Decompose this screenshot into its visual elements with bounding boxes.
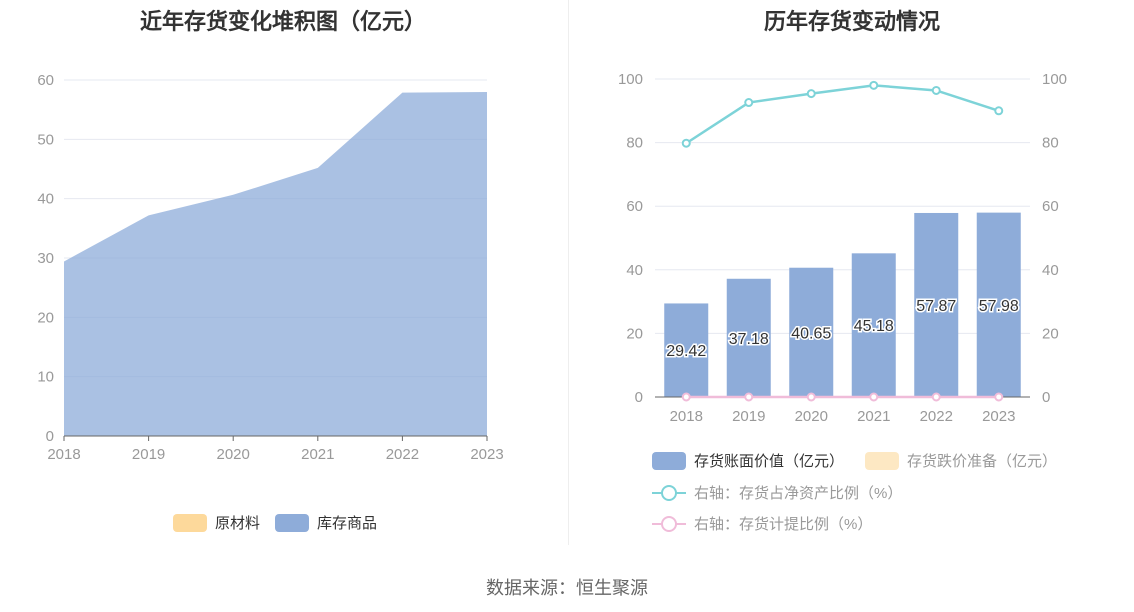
inventory-stacked-area-chart: 近年存货变化堆积图（亿元） 0 10 20 30 40 50 60 2018 2019 2020 2… (0, 0, 566, 545)
legend-marker-net-asset-ratio (652, 484, 686, 502)
line-point-0 (931, 85, 941, 95)
y-tick-label: 10 (37, 369, 54, 386)
line-point-0 (681, 138, 691, 148)
x-tick-label: 2018 (47, 446, 80, 463)
legend-label-impairment: 存货跌价准备（亿元） (907, 453, 1058, 470)
y-right-tick-label: 80 (1042, 135, 1059, 152)
y-tick-label: 50 (37, 131, 54, 148)
inventory-change-chart: 历年存货变动情况 0 0 20 20 40 40 60 60 80 80 100 100 2018 201… (570, 0, 1134, 545)
legend-swatch-raw-materials (173, 513, 207, 532)
line-point-0 (806, 89, 816, 99)
legend-label-raw-materials: 原材料 (215, 515, 261, 532)
bar-data-label: 40.65 (791, 325, 831, 342)
left-chart-plot: 0 10 20 30 40 50 60 2018 2019 2020 2021 2022 2023 (37, 72, 503, 463)
x-tick-label: 2023 (982, 408, 1015, 425)
right-chart-title: 历年存货变动情况 (763, 9, 940, 34)
y-tick-label: 20 (37, 309, 54, 326)
legend-item-impairment[interactable]: 存货跌价准备（亿元） (865, 450, 1057, 471)
area-series-1 (64, 91, 487, 436)
bar-book-value (976, 212, 1021, 397)
legend-item-book-value[interactable]: 存货账面价值（亿元） (652, 450, 844, 471)
x-tick-label: 2021 (301, 446, 334, 463)
line-point-0 (994, 106, 1004, 116)
bar-book-value (851, 253, 896, 397)
y-right-tick-label: 40 (1042, 262, 1059, 279)
legend-item-finished-goods[interactable]: 库存商品 (275, 512, 377, 533)
y-tick-label: 40 (37, 191, 54, 208)
x-tick-label: 2022 (920, 408, 953, 425)
bar-book-value (914, 212, 959, 397)
line-point-0 (744, 98, 754, 108)
x-tick-label: 2020 (217, 446, 250, 463)
bar-data-label: 57.87 (916, 298, 956, 315)
line-series-0 (685, 84, 1000, 145)
y-right-tick-label: 100 (1042, 71, 1067, 88)
y-left-tick-label: 80 (626, 135, 643, 152)
x-tick-label: 2018 (670, 408, 703, 425)
left-chart-title: 近年存货变化堆积图（亿元） (139, 9, 426, 34)
bar-book-value (789, 267, 834, 397)
legend-swatch-finished-goods (275, 513, 309, 532)
line-point-1 (994, 392, 1004, 402)
y-tick-label: 60 (37, 72, 54, 89)
y-left-tick-label: 40 (626, 262, 643, 279)
x-tick-label: 2019 (132, 446, 165, 463)
x-tick-label: 2020 (795, 408, 828, 425)
y-left-tick-label: 100 (618, 71, 643, 88)
bar-book-value (664, 303, 709, 397)
data-source-note: 数据来源：恒生聚源 (486, 578, 648, 598)
bar-data-label: 29.42 (666, 343, 706, 360)
line-point-0 (869, 80, 879, 90)
legend-label-net-asset-ratio: 右轴：存货占净资产比例（%） (694, 485, 903, 502)
y-right-tick-label: 0 (1042, 389, 1050, 406)
bar-book-value (726, 278, 771, 397)
y-right-tick-label: 60 (1042, 198, 1059, 215)
y-left-tick-label: 20 (626, 325, 643, 342)
bar-data-label: 45.18 (854, 318, 894, 335)
x-tick-label: 2019 (732, 408, 765, 425)
legend-swatch-book-value (652, 451, 686, 470)
line-point-1 (806, 392, 816, 402)
legend-item-raw-materials[interactable]: 原材料 (173, 512, 260, 533)
y-tick-label: 30 (37, 250, 54, 267)
legend-label-provision-ratio: 右轴：存货计提比例（%） (694, 516, 873, 533)
line-point-1 (744, 392, 754, 402)
x-tick-label: 2022 (386, 446, 419, 463)
legend-swatch-impairment (865, 451, 899, 470)
y-left-tick-label: 0 (635, 389, 643, 406)
legend-item-provision-ratio[interactable]: 右轴：存货计提比例（%） (652, 513, 872, 534)
x-tick-label: 2021 (857, 408, 890, 425)
legend-label-finished-goods: 库存商品 (317, 515, 378, 532)
line-point-1 (869, 392, 879, 402)
y-right-tick-label: 20 (1042, 325, 1059, 342)
y-tick-label: 0 (46, 428, 54, 445)
line-point-1 (681, 392, 691, 402)
legend-marker-provision-ratio (652, 515, 686, 533)
bar-data-label: 37.18 (729, 331, 769, 348)
bar-data-label: 57.98 (979, 298, 1019, 315)
x-tick-label: 2023 (470, 446, 503, 463)
legend-label-book-value: 存货账面价值（亿元） (694, 453, 845, 470)
legend-item-net-asset-ratio[interactable]: 右轴：存货占净资产比例（%） (652, 482, 902, 503)
y-left-tick-label: 60 (626, 198, 643, 215)
panel-divider (568, 0, 569, 545)
line-point-1 (931, 392, 941, 402)
